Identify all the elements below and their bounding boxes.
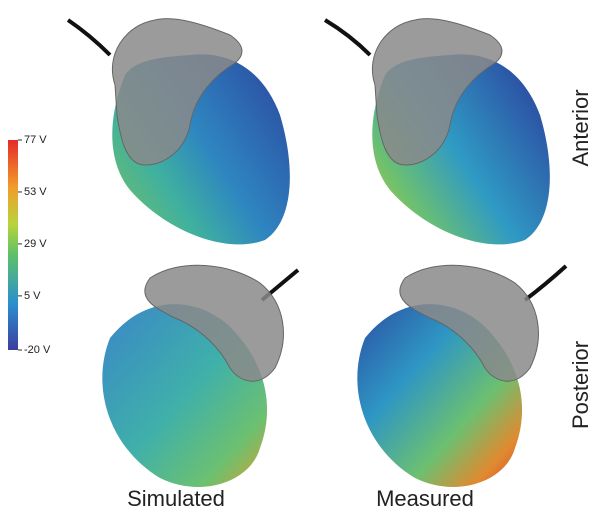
- row-label: Anterior: [568, 89, 593, 166]
- column-label: Simulated: [127, 486, 225, 511]
- wire: [323, 18, 372, 57]
- heart-posterior-simulated: [101, 264, 284, 488]
- colorbar-tick-label: 53 V: [24, 186, 47, 198]
- colorbar-tick-label: 29 V: [24, 238, 47, 250]
- colorbar-tick-label: 5 V: [24, 290, 41, 302]
- colorbar: [8, 140, 18, 350]
- heart-panels: [66, 18, 568, 488]
- wire: [66, 18, 112, 57]
- row-label: Posterior: [568, 341, 593, 429]
- heart-anterior-measured: [371, 18, 551, 245]
- heart-posterior-measured: [356, 264, 539, 488]
- column-label: Measured: [376, 486, 474, 511]
- colorbar-tick-label: -20 V: [24, 344, 51, 356]
- colorbar-tick-label: 77 V: [24, 134, 47, 146]
- heart-anterior-simulated: [111, 18, 291, 245]
- wire: [523, 264, 568, 302]
